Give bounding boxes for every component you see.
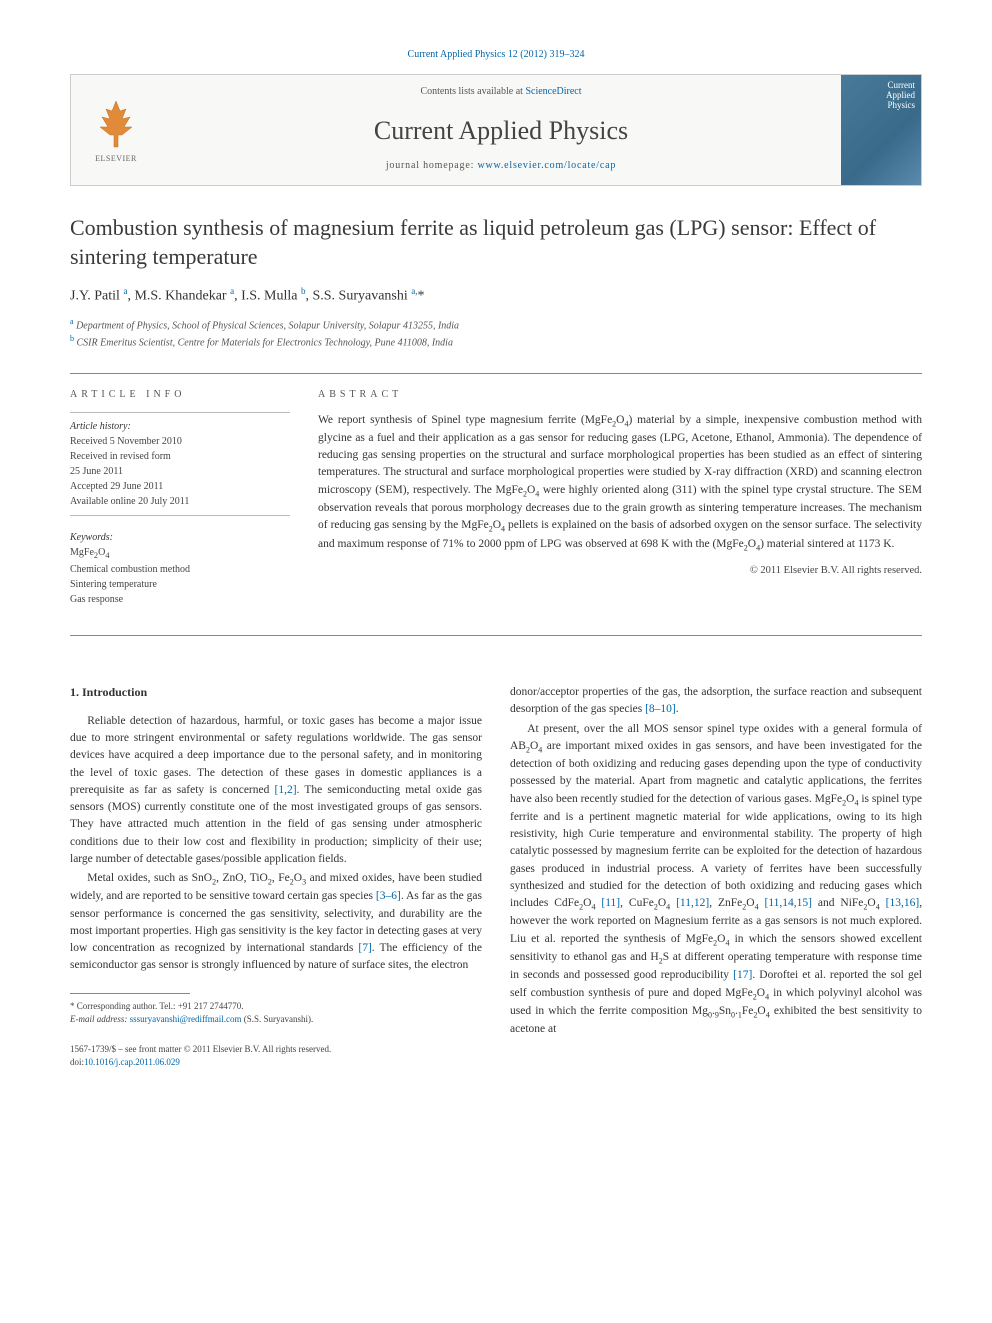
body-paragraph: donor/acceptor properties of the gas, th… (510, 684, 922, 719)
journal-cover-thumb: Current Applied Physics (841, 75, 921, 185)
body-paragraph: Reliable detection of hazardous, harmful… (70, 713, 482, 868)
history-label: Article history: (70, 419, 290, 434)
body-paragraph: Metal oxides, such as SnO2, ZnO, TiO2, F… (70, 870, 482, 975)
email-suffix: (S.S. Suryavanshi). (242, 1014, 314, 1024)
abstract-text: We report synthesis of Spinel type magne… (318, 412, 922, 554)
history-line: Available online 20 July 2011 (70, 494, 290, 509)
article-info-heading: ARTICLE INFO (70, 388, 290, 402)
cover-text-3: Physics (847, 101, 915, 111)
elsevier-tree-icon: ELSEVIER (86, 95, 146, 165)
article-history: Article history: Received 5 November 201… (70, 412, 290, 516)
keywords-label: Keywords: (70, 530, 290, 545)
email-label: E-mail address: (70, 1014, 130, 1024)
journal-homepage-line: journal homepage: www.elsevier.com/locat… (169, 159, 833, 173)
front-matter-line: 1567-1739/$ – see front matter © 2011 El… (70, 1043, 482, 1057)
body-paragraph: At present, over the all MOS sensor spin… (510, 721, 922, 1039)
publisher-label: ELSEVIER (95, 153, 137, 164)
history-line: Accepted 29 June 2011 (70, 479, 290, 494)
top-rule (70, 373, 922, 374)
bottom-rule (70, 635, 922, 636)
keywords-block: Keywords: MgFe2O4 Chemical combustion me… (70, 530, 290, 607)
corresponding-author-footnote: * Corresponding author. Tel.: +91 217 27… (70, 1000, 482, 1027)
keyword: MgFe2O4 (70, 545, 290, 562)
footnote-rule (70, 993, 190, 994)
history-line: Received in revised form (70, 449, 290, 464)
article-info-column: ARTICLE INFO Article history: Received 5… (70, 388, 290, 621)
homepage-prefix: journal homepage: (386, 160, 478, 171)
body-columns: 1. Introduction Reliable detection of ha… (70, 684, 922, 1070)
affiliation-a: a Department of Physics, School of Physi… (70, 316, 922, 333)
history-line: 25 June 2011 (70, 464, 290, 479)
running-citation: Current Applied Physics 12 (2012) 319–32… (70, 48, 922, 62)
contents-prefix: Contents lists available at (420, 86, 525, 97)
abstract-copyright: © 2011 Elsevier B.V. All rights reserved… (318, 564, 922, 579)
doi-block: 1567-1739/$ – see front matter © 2011 El… (70, 1043, 482, 1070)
keyword: Sintering temperature (70, 577, 290, 592)
body-right-column: donor/acceptor properties of the gas, th… (510, 684, 922, 1070)
keyword: Gas response (70, 592, 290, 607)
corresponding-line: * Corresponding author. Tel.: +91 217 27… (70, 1000, 482, 1014)
article-title: Combustion synthesis of magnesium ferrit… (70, 214, 922, 270)
body-left-column: 1. Introduction Reliable detection of ha… (70, 684, 482, 1070)
affiliations: a Department of Physics, School of Physi… (70, 316, 922, 351)
history-line: Received 5 November 2010 (70, 434, 290, 449)
author-list: J.Y. Patil a, M.S. Khandekar a, I.S. Mul… (70, 285, 922, 306)
affiliation-b: b CSIR Emeritus Scientist, Centre for Ma… (70, 333, 922, 350)
doi-link[interactable]: 10.1016/j.cap.2011.06.029 (84, 1057, 180, 1067)
sciencedirect-link[interactable]: ScienceDirect (525, 86, 581, 97)
journal-name: Current Applied Physics (169, 113, 833, 149)
publisher-logo-block: ELSEVIER (71, 75, 161, 185)
doi-prefix: doi: (70, 1057, 84, 1067)
contents-lists-line: Contents lists available at ScienceDirec… (169, 85, 833, 99)
author-email[interactable]: sssuryavanshi@rediffmail.com (130, 1014, 242, 1024)
abstract-heading: ABSTRACT (318, 388, 922, 402)
keyword: Chemical combustion method (70, 562, 290, 577)
abstract-column: ABSTRACT We report synthesis of Spinel t… (318, 388, 922, 621)
section-heading: 1. Introduction (70, 684, 482, 701)
journal-homepage-url[interactable]: www.elsevier.com/locate/cap (477, 160, 616, 171)
journal-masthead: ELSEVIER Contents lists available at Sci… (70, 74, 922, 186)
